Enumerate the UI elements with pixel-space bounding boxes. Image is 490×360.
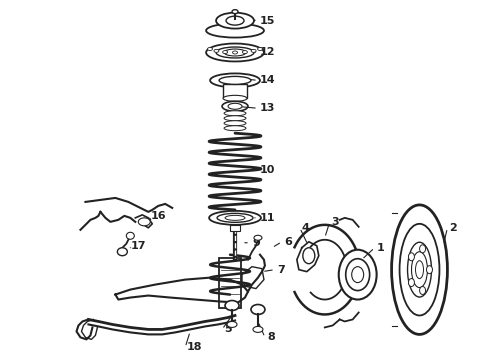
Ellipse shape [228,103,242,109]
Ellipse shape [224,49,246,56]
Ellipse shape [206,24,264,37]
Bar [223,84,247,98]
Bar [219,258,241,307]
Text: 15: 15 [260,15,275,26]
Ellipse shape [392,205,447,334]
Text: 4: 4 [302,223,310,233]
Ellipse shape [224,126,246,131]
Ellipse shape [225,215,245,220]
Ellipse shape [214,49,219,52]
Ellipse shape [426,266,433,274]
Text: 12: 12 [260,48,275,58]
Ellipse shape [416,261,423,279]
Ellipse shape [118,248,127,256]
Text: 8: 8 [267,332,275,342]
Ellipse shape [216,47,254,58]
Text: 14: 14 [260,75,275,85]
Ellipse shape [352,267,364,283]
Ellipse shape [303,248,315,264]
Text: 7: 7 [277,265,285,275]
Ellipse shape [219,76,251,84]
Ellipse shape [222,50,228,54]
Ellipse shape [227,321,237,328]
Text: 1: 1 [377,243,384,253]
Text: 16: 16 [150,211,166,221]
Text: 2: 2 [449,223,457,233]
Text: 5: 5 [224,324,232,334]
Ellipse shape [207,48,213,50]
Text: 10: 10 [260,165,275,175]
Text: 6: 6 [284,237,292,247]
Ellipse shape [233,51,238,54]
Ellipse shape [138,218,150,226]
Text: 11: 11 [260,213,275,223]
Ellipse shape [232,10,238,14]
Ellipse shape [224,116,246,121]
Text: 3: 3 [332,217,340,227]
Ellipse shape [222,101,248,111]
Ellipse shape [210,73,260,87]
Text: 13: 13 [260,103,275,113]
Text: 9: 9 [252,238,260,248]
Text: 17: 17 [130,241,146,251]
Polygon shape [242,267,264,289]
Bar [230,225,240,231]
Ellipse shape [339,250,377,300]
Ellipse shape [216,13,254,28]
Ellipse shape [419,245,426,253]
Ellipse shape [253,327,263,332]
Ellipse shape [254,235,262,240]
Ellipse shape [226,16,244,25]
Ellipse shape [409,279,415,287]
Ellipse shape [223,95,247,101]
Ellipse shape [258,48,263,50]
Ellipse shape [224,121,246,126]
Ellipse shape [408,242,432,297]
Ellipse shape [225,301,239,310]
Ellipse shape [224,111,246,116]
Ellipse shape [206,44,264,62]
Ellipse shape [399,224,440,315]
Ellipse shape [243,50,247,54]
Ellipse shape [419,287,426,294]
Ellipse shape [409,253,415,261]
Ellipse shape [209,211,261,225]
Ellipse shape [412,252,427,288]
Ellipse shape [217,213,253,222]
Text: 18: 18 [187,342,203,352]
Ellipse shape [251,305,265,315]
Ellipse shape [251,49,256,52]
Ellipse shape [126,232,134,239]
Ellipse shape [346,259,369,291]
